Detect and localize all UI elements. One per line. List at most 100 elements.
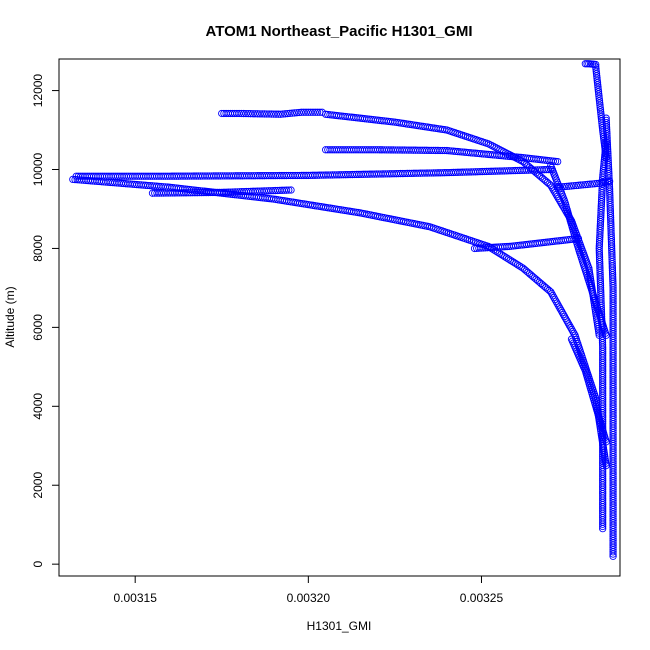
series-vertical-profile-main: [602, 114, 617, 560]
series-level-1.05e4: [321, 146, 562, 166]
data-point: [281, 110, 289, 118]
data-point: [557, 307, 565, 315]
y-axis-label: Altitude (m): [3, 286, 17, 347]
data-point: [384, 117, 393, 126]
data-point: [550, 293, 558, 302]
plot-frame: [58, 58, 621, 577]
data-point: [304, 108, 312, 116]
data-point: [512, 153, 521, 161]
data-point: [302, 108, 310, 116]
y-tick-label: 8000: [31, 235, 45, 262]
x-axis-label: H1301_GMI: [307, 619, 372, 633]
data-point: [586, 180, 594, 188]
data-point: [293, 109, 301, 117]
data-point: [598, 119, 606, 127]
data-point: [295, 108, 303, 117]
data-point: [306, 108, 315, 116]
series-level-9.8e3: [72, 165, 555, 180]
data-point: [563, 182, 571, 191]
data-point: [251, 110, 259, 118]
data-point: [540, 166, 548, 174]
y-tick-label: 0: [31, 561, 45, 568]
data-point: [237, 109, 246, 118]
data-point: [560, 182, 569, 191]
data-point: [570, 182, 578, 190]
data-point: [263, 194, 271, 203]
data-point: [313, 108, 322, 116]
y-tick-label: 2000: [31, 472, 45, 499]
series-level-9.4e3: [148, 186, 295, 197]
data-point: [552, 297, 560, 305]
data-point: [560, 195, 568, 203]
series-jump-8e3: [470, 234, 583, 253]
data-point: [508, 257, 516, 265]
data-point: [274, 110, 282, 118]
data-point: [159, 172, 167, 180]
data-point: [549, 291, 557, 300]
data-point: [579, 181, 587, 189]
data-point: [316, 108, 324, 116]
data-point: [423, 222, 432, 230]
series-top-cluster: [581, 60, 600, 69]
data-point: [558, 308, 566, 317]
data-point: [211, 188, 219, 197]
data-point: [367, 146, 375, 154]
data-point: [513, 261, 522, 269]
data-point: [561, 314, 570, 322]
data-point: [263, 110, 271, 118]
data-point: [572, 181, 580, 190]
data-point: [551, 157, 560, 166]
data-point: [533, 239, 541, 247]
data-point: [244, 109, 252, 118]
data-point: [543, 285, 552, 293]
data-point: [260, 110, 269, 118]
data-point: [586, 60, 595, 68]
data-point: [584, 180, 592, 189]
data-point: [311, 108, 319, 116]
data-point: [601, 329, 610, 337]
data-point: [288, 109, 296, 117]
data-point: [240, 109, 248, 118]
data-point: [548, 290, 556, 298]
data-point: [577, 181, 585, 189]
x-tick-label: 0.00315: [113, 591, 157, 605]
data-point: [499, 251, 507, 260]
data-point: [574, 242, 582, 250]
data-point: [276, 110, 285, 118]
data-point: [590, 60, 598, 68]
x-tick-label: 0.00325: [460, 591, 504, 605]
data-points: [69, 60, 617, 560]
data-point: [512, 259, 520, 268]
data-point: [566, 322, 574, 330]
data-point: [609, 389, 617, 397]
data-point: [504, 255, 513, 263]
data-point: [574, 181, 583, 189]
y-tick-label: 6000: [31, 314, 45, 341]
data-point: [567, 182, 576, 190]
data-point: [551, 295, 559, 304]
data-point: [282, 186, 291, 194]
data-point: [501, 253, 509, 261]
data-point: [602, 459, 610, 467]
series-level-1.14e4: [218, 108, 326, 118]
data-point: [565, 320, 573, 328]
data-point: [563, 318, 572, 326]
data-point: [602, 151, 610, 160]
data-point: [595, 251, 604, 259]
data-point: [567, 324, 575, 332]
data-point: [559, 202, 567, 210]
data-point: [246, 110, 255, 118]
data-point: [562, 316, 571, 324]
data-point: [554, 301, 562, 309]
data-point: [270, 110, 278, 118]
data-point: [568, 325, 576, 334]
series-lower-segment: [567, 335, 610, 446]
data-point: [297, 108, 306, 116]
data-point: [497, 250, 505, 259]
series-cross-profile: [547, 161, 610, 339]
x-tick-label: 0.00320: [287, 591, 331, 605]
data-point: [253, 110, 262, 118]
data-point: [555, 303, 563, 311]
data-point: [256, 110, 264, 118]
data-point: [606, 192, 614, 200]
